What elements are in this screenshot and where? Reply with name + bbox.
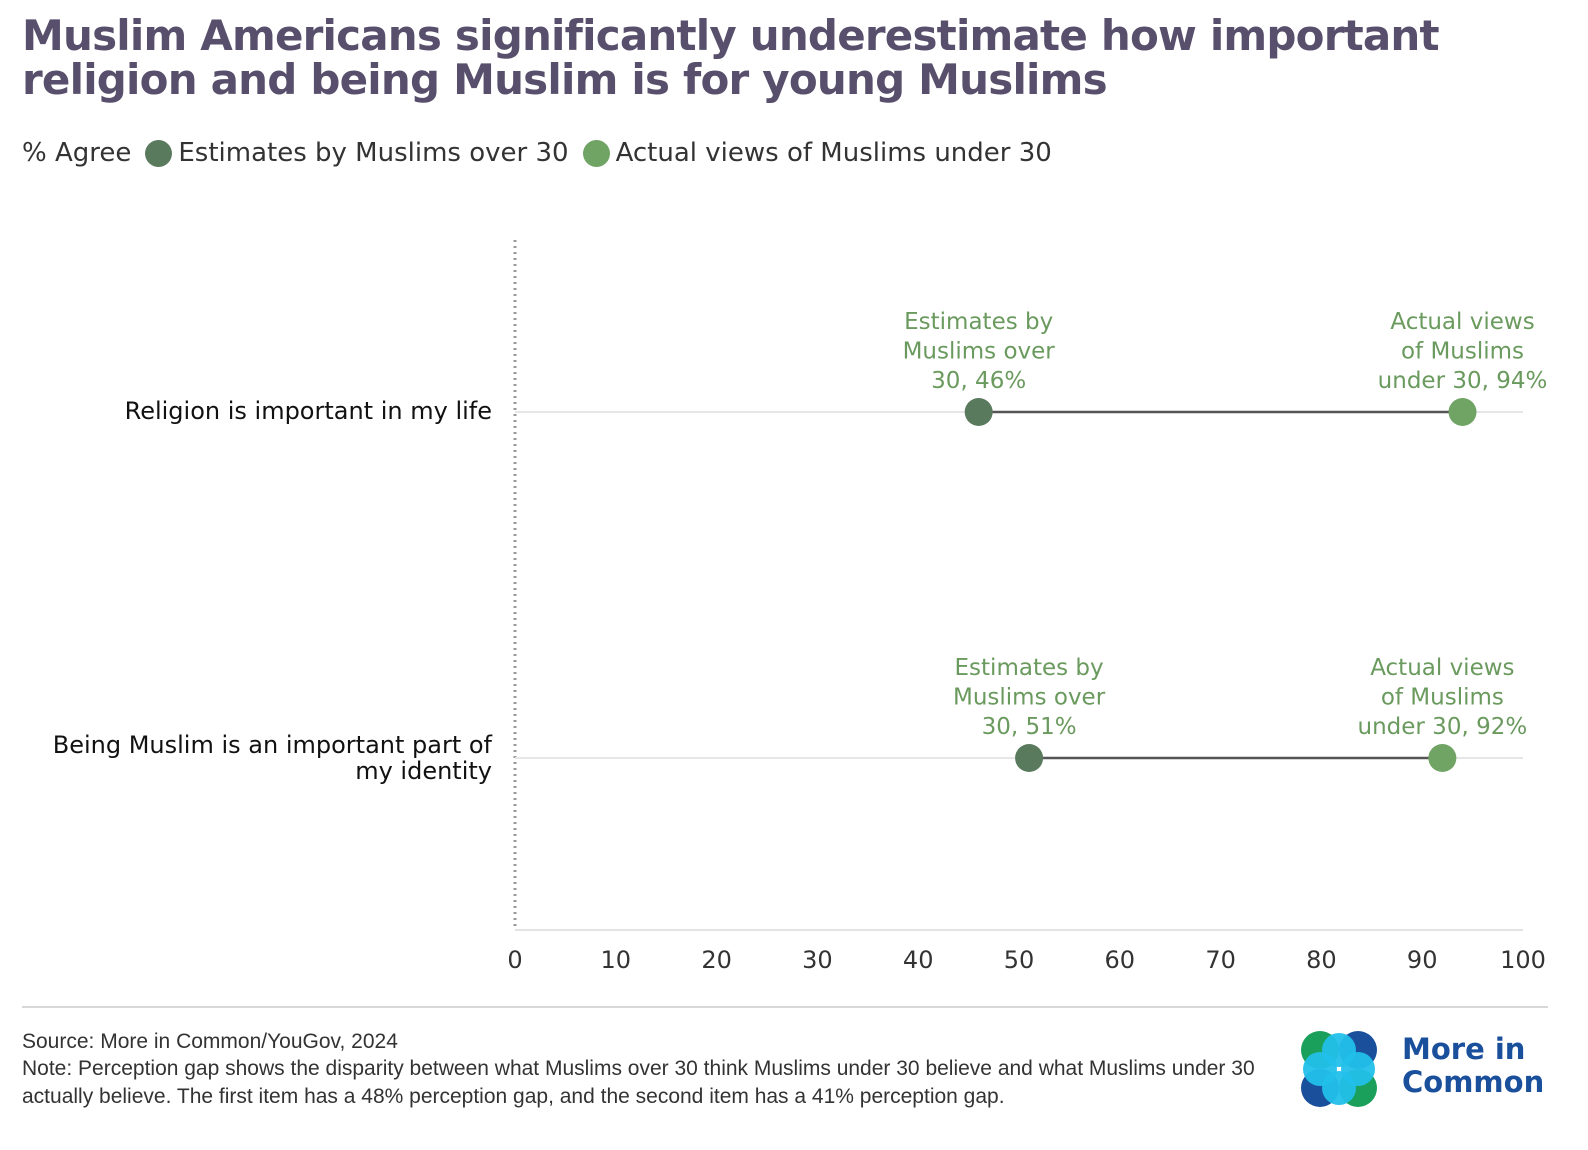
note-text: Note: Perception gap shows the disparity… (22, 1057, 1255, 1108)
actual-data-label: Actual views of Muslims under 30, 94% (1378, 309, 1548, 394)
more-in-common-logo (1301, 1031, 1377, 1107)
x-tick-label: 20 (701, 946, 732, 974)
x-tick-label: 0 (507, 946, 522, 974)
x-tick-label: 30 (802, 946, 833, 974)
x-tick-label: 70 (1205, 946, 1236, 974)
x-tick-label: 60 (1105, 946, 1136, 974)
x-tick-label: 100 (1500, 946, 1546, 974)
estimate-point (1015, 744, 1044, 772)
legend: % Agree Estimates by Muslims over 30 Act… (22, 136, 1066, 170)
x-tick-label: 90 (1407, 946, 1438, 974)
actual-point (1448, 398, 1477, 426)
x-tick-label: 40 (903, 946, 934, 974)
legend-prefix: % Agree (22, 138, 132, 168)
actual-point (1428, 744, 1457, 772)
chart-title: Muslim Americans significantly underesti… (22, 11, 1440, 104)
legend-label-estimates: Estimates by Muslims over 30 (178, 138, 569, 168)
logo-text-line1: More in (1402, 1032, 1526, 1066)
estimate-point (964, 398, 993, 426)
footer-divider (22, 1006, 1548, 1008)
row-label-identity: Being Muslim is an important part of my … (52, 731, 492, 785)
legend-item-estimates: Estimates by Muslims over 30 (145, 138, 569, 168)
logo-text: More in Common (1402, 1033, 1544, 1099)
row-label-religion: Religion is important in my life (124, 397, 492, 425)
legend-label-actual: Actual views of Muslims under 30 (615, 138, 1052, 168)
logo-text-line2: Common (1402, 1065, 1545, 1099)
estimate-data-label: Estimates by Muslims over 30, 46% (903, 309, 1056, 394)
actual-data-label: Actual views of Muslims under 30, 92% (1358, 655, 1528, 740)
x-tick-label: 80 (1306, 946, 1337, 974)
dumbbell-chart: 0 10 20 30 40 50 60 70 80 90 100 Estimates by Muslim… (507, 240, 1548, 974)
estimate-data-label: Estimates by Muslims over 30, 51% (953, 655, 1106, 740)
legend-swatch-actual (582, 139, 610, 167)
source-text: Source: More in Common/YouGov, 2024 (22, 1030, 398, 1053)
legend-item-actual: Actual views of Muslims under 30 (582, 138, 1052, 168)
x-tick-label: 50 (1004, 946, 1035, 974)
legend-swatch-estimates (145, 139, 173, 167)
x-tick-label: 10 (601, 946, 632, 974)
